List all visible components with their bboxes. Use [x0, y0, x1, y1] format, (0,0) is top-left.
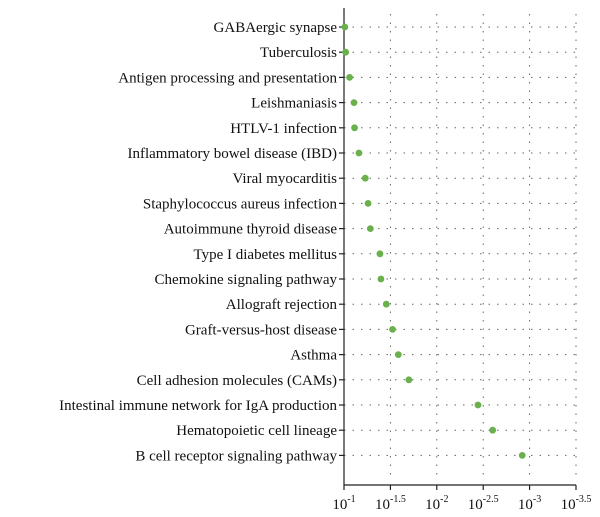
- data-point: [489, 426, 497, 434]
- x-tick-label: 10-1: [332, 494, 355, 513]
- data-point: [346, 74, 354, 81]
- x-tick-labels: 10-1 10-1.5 10-2 10-2.5 10-3 10-3.5: [332, 494, 591, 513]
- x-tick-label: 10-3: [518, 494, 541, 513]
- category-label: Tuberculosis: [260, 45, 337, 61]
- category-label: Cell adhesion molecules (CAMs): [137, 373, 337, 389]
- x-tick-label: 10-2: [425, 494, 448, 513]
- x-tick-label: 10-3.5: [561, 494, 592, 513]
- data-point: [382, 300, 390, 308]
- data-point: [405, 376, 413, 384]
- category-label: Autoimmune thyroid disease: [164, 222, 338, 238]
- data-point: [474, 401, 482, 409]
- category-label: Intestinal immune network for IgA produc…: [59, 398, 337, 414]
- category-label: Chemokine signaling pathway: [155, 272, 338, 288]
- data-point: [376, 250, 384, 258]
- category-label: Viral myocarditis: [233, 171, 338, 187]
- data-point: [366, 225, 374, 233]
- data-point: [341, 23, 349, 31]
- data-point: [364, 200, 372, 207]
- category-labels: GABAergic synapse Tuberculosis Antigen pro…: [59, 20, 337, 464]
- x-axis: [339, 8, 577, 490]
- data-point: [351, 124, 358, 132]
- data-point: [394, 351, 402, 358]
- category-label: Hematopoietic cell lineage: [176, 423, 337, 439]
- category-label: Asthma: [290, 348, 337, 364]
- data-point: [389, 326, 396, 333]
- category-label: Graft-versus-host disease: [185, 322, 337, 338]
- category-label: HTLV-1 infection: [230, 121, 337, 137]
- data-point: [377, 275, 385, 283]
- category-label: GABAergic synapse: [214, 20, 338, 36]
- category-label: Allograft rejection: [226, 297, 338, 313]
- category-label: Antigen processing and presentation: [118, 70, 337, 86]
- category-label: Leishmaniasis: [251, 96, 337, 112]
- x-tick-label: 10-2.5: [468, 494, 499, 513]
- category-label: B cell receptor signaling pathway: [135, 448, 337, 464]
- x-tick-label: 10-1.5: [375, 494, 406, 513]
- data-point: [355, 149, 363, 157]
- data-points: [341, 23, 526, 459]
- data-point: [342, 48, 350, 56]
- category-label: Staphylococcus aureus infection: [143, 196, 338, 212]
- grid-lines: [343, 14, 577, 479]
- category-label: Inflammatory bowel disease (IBD): [127, 146, 337, 162]
- category-label: Type I diabetes mellitus: [194, 247, 338, 263]
- data-point: [350, 99, 358, 106]
- data-point: [518, 452, 526, 459]
- data-point: [361, 174, 369, 182]
